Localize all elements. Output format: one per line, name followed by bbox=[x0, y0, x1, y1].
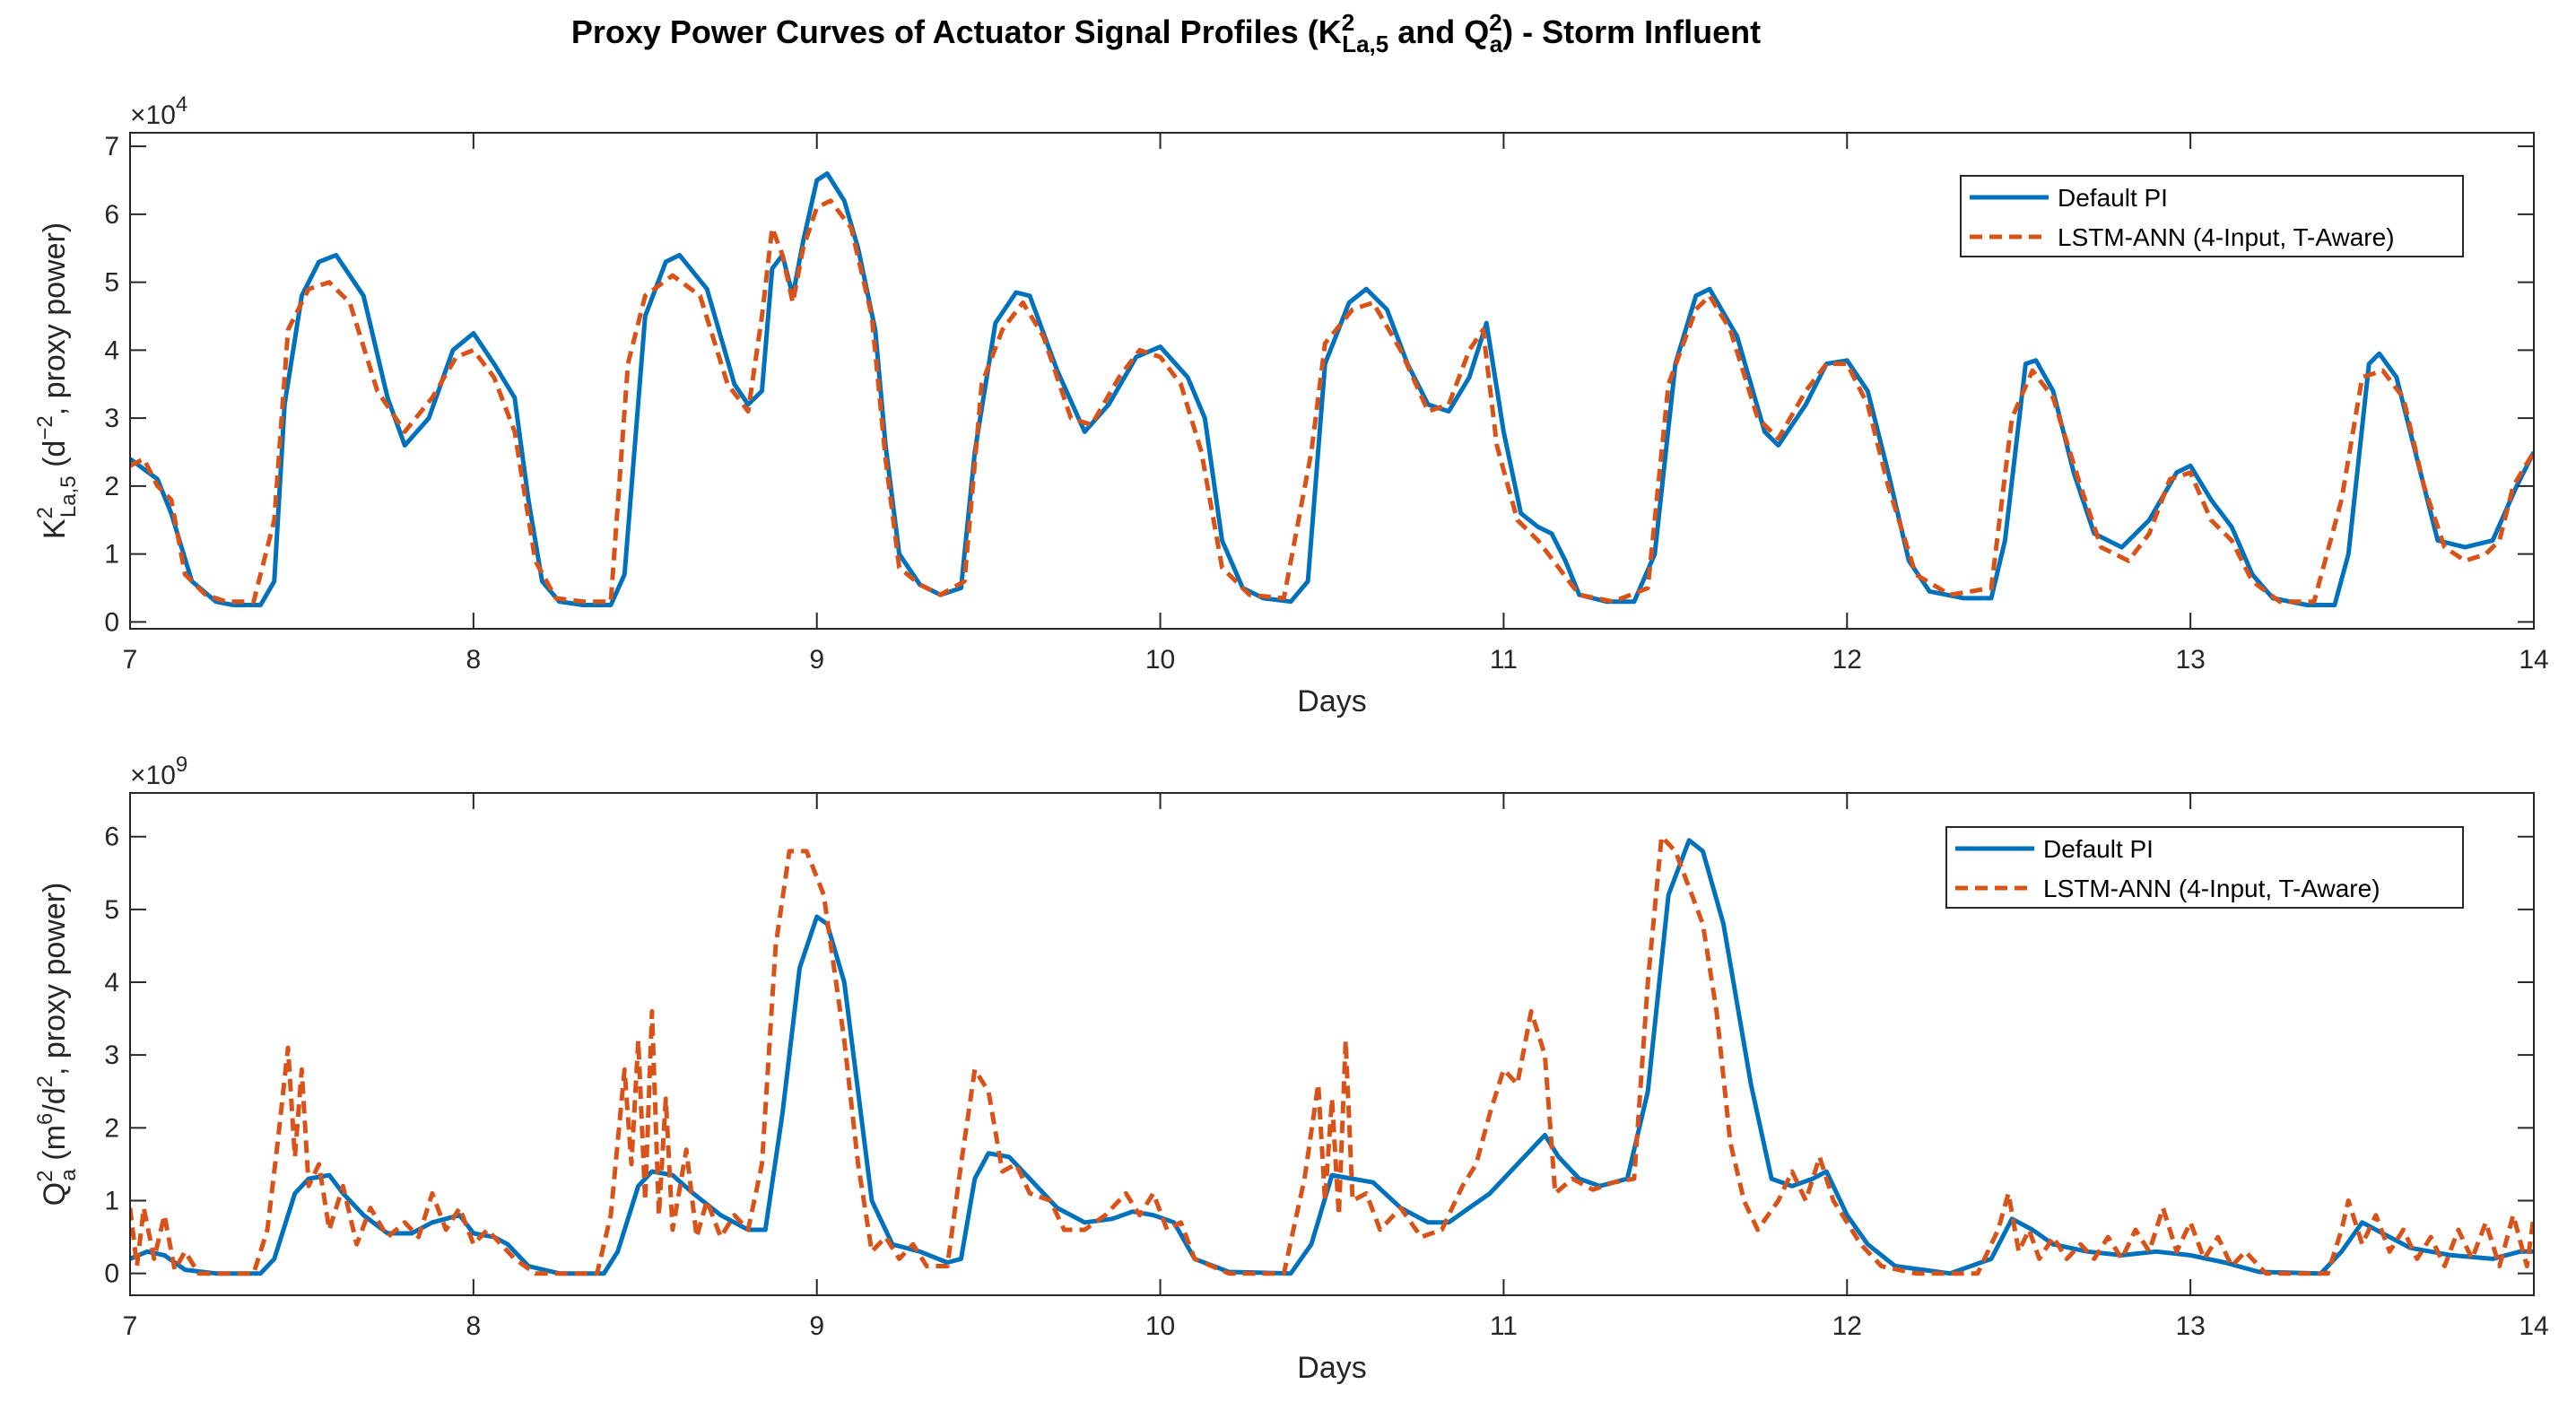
x-tick-label: 10 bbox=[1145, 645, 1175, 675]
figure-title: Proxy Power Curves of Actuator Signal Pr… bbox=[571, 9, 1761, 57]
y-tick-label: 1 bbox=[104, 1186, 119, 1215]
x-tick-label: 14 bbox=[2519, 645, 2548, 675]
x-tick-label: 7 bbox=[123, 645, 138, 675]
series-lstm-ann-line bbox=[130, 834, 2534, 1276]
x-axis-label: Days bbox=[1297, 1351, 1366, 1385]
x-tick-label: 9 bbox=[809, 645, 824, 675]
y-tick-label: 4 bbox=[104, 968, 119, 997]
y-tick-label: 5 bbox=[104, 895, 119, 925]
y-multiplier: ×109 bbox=[130, 753, 187, 790]
x-tick-label: 14 bbox=[2519, 1311, 2548, 1341]
x-tick-label: 13 bbox=[2175, 1311, 2205, 1341]
y-tick-label: 0 bbox=[104, 1259, 119, 1289]
y-tick-label: 1 bbox=[104, 540, 119, 570]
x-tick-label: 11 bbox=[1490, 645, 1518, 675]
axes-box bbox=[129, 132, 2535, 630]
x-tick-label: 12 bbox=[1832, 645, 1862, 675]
y-tick-label: 3 bbox=[104, 404, 119, 433]
x-tick-label: 8 bbox=[466, 645, 482, 675]
legend-label-default-pi: Default PI bbox=[2058, 184, 2168, 212]
x-tick-label: 12 bbox=[1832, 1311, 1862, 1341]
series-default-pi-line bbox=[130, 171, 2534, 607]
y-tick-label: 2 bbox=[104, 472, 119, 501]
series-default-pi-line bbox=[130, 838, 2534, 1276]
y-multiplier: ×104 bbox=[130, 92, 187, 130]
y-axis-label: K2La,5 (d−2, proxy power) bbox=[33, 222, 81, 539]
axes-box bbox=[129, 792, 2535, 1296]
legend-label-lstm-ann: LSTM-ANN (4-Input, T-Aware) bbox=[2058, 223, 2395, 251]
y-tick-label: 5 bbox=[104, 268, 119, 298]
x-tick-label: 9 bbox=[809, 1311, 824, 1341]
legend-label-default-pi: Default PI bbox=[2043, 835, 2154, 863]
y-tick-label: 6 bbox=[104, 200, 119, 230]
x-tick-label: 8 bbox=[466, 1311, 482, 1341]
y-tick-label: 7 bbox=[104, 132, 119, 161]
legend-box bbox=[1960, 175, 2464, 257]
y-tick-label: 3 bbox=[104, 1041, 119, 1070]
x-tick-label: 10 bbox=[1145, 1311, 1175, 1341]
legend-box bbox=[1945, 826, 2464, 909]
y-tick-label: 0 bbox=[104, 607, 119, 637]
y-tick-label: 4 bbox=[104, 335, 119, 365]
y-tick-label: 2 bbox=[104, 1113, 119, 1143]
x-tick-label: 13 bbox=[2175, 645, 2205, 675]
y-tick-label: 6 bbox=[104, 823, 119, 852]
x-axis-label: Days bbox=[1297, 684, 1366, 718]
x-tick-label: 11 bbox=[1490, 1311, 1518, 1341]
x-tick-label: 7 bbox=[123, 1311, 138, 1341]
legend-label-lstm-ann: LSTM-ANN (4-Input, T-Aware) bbox=[2043, 875, 2380, 902]
series-lstm-ann-line bbox=[130, 198, 2534, 605]
y-axis-label: Q2a (m6/d2, proxy power) bbox=[33, 883, 81, 1206]
